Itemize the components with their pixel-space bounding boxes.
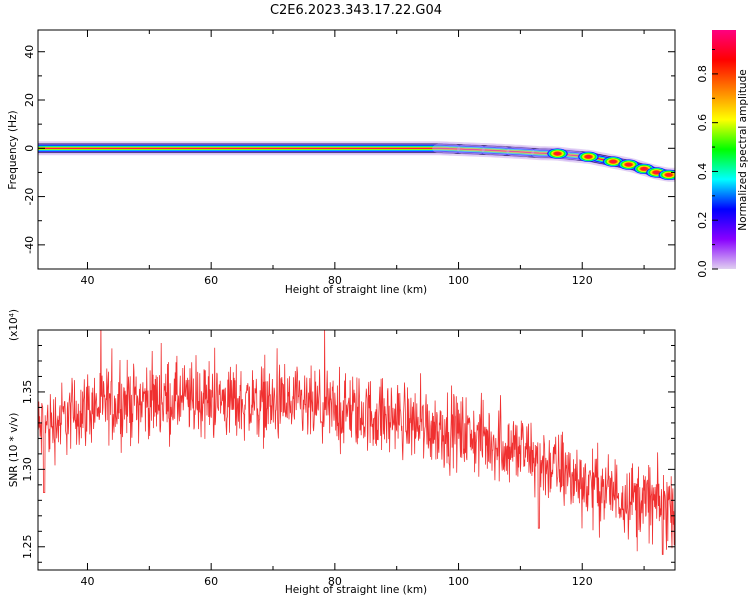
ridge-edge-upper bbox=[38, 143, 675, 171]
spread-smudge bbox=[506, 145, 535, 158]
spread-smudge bbox=[481, 144, 510, 157]
snr-frame bbox=[37, 329, 676, 571]
x-tick-label: 120 bbox=[572, 575, 593, 588]
x-tick-label: 60 bbox=[204, 575, 218, 588]
colorbar-tick-label: 0.6 bbox=[696, 114, 709, 131]
spectrogram-ylabel: Frequency (Hz) bbox=[7, 110, 19, 189]
colorbar-ticks: 0.0 0.2 0.4 0.6 0.8 bbox=[696, 49, 718, 278]
colorbar-bar bbox=[712, 30, 736, 269]
y-tick-label: 20 bbox=[23, 93, 36, 107]
x-tick-label: 120 bbox=[572, 274, 593, 287]
x-tick-label: 100 bbox=[448, 274, 469, 287]
spread-smudge bbox=[432, 142, 461, 155]
snr-ylabel: SNR (10 * v/v) bbox=[8, 413, 20, 488]
y-tick-label: 40 bbox=[23, 45, 36, 59]
snr-series-line bbox=[38, 330, 675, 555]
y-tick-label: 1.35 bbox=[21, 380, 34, 405]
colorbar-label: Normalized spectral amplitude bbox=[737, 69, 749, 230]
y-tick-label: -20 bbox=[23, 188, 36, 206]
x-tick-label: 60 bbox=[204, 274, 218, 287]
snr-ticks: 40 60 80 100 120 1.25 1.30 1.35 bbox=[21, 330, 675, 588]
spectrogram-frame bbox=[37, 29, 676, 270]
x-tick-label: 80 bbox=[328, 575, 342, 588]
spectral-blob bbox=[546, 148, 569, 160]
spread-smudge bbox=[456, 143, 485, 156]
ridge-core bbox=[38, 147, 675, 176]
spectrogram-xlabel: Height of straight line (km) bbox=[285, 284, 427, 296]
snr-scale-note: (x10⁴) bbox=[8, 309, 20, 341]
x-tick-label: 100 bbox=[448, 575, 469, 588]
colorbar: 0.0 0.2 0.4 0.6 0.8 Normalized spectral ampl… bbox=[696, 30, 749, 278]
snr-xlabel: Height of straight line (km) bbox=[285, 584, 427, 596]
x-tick-label: 40 bbox=[80, 274, 94, 287]
snr-area bbox=[38, 330, 675, 555]
spectrogram-ticks: 40 60 80 100 120 -40 -20 0 20 40 bbox=[23, 30, 675, 287]
y-tick-label: 1.30 bbox=[21, 457, 34, 482]
snr-chart: 40 60 80 100 120 1.25 1.30 1.35 Height of strai… bbox=[8, 309, 676, 596]
figure-title: C2E6.2023.343.17.22.G04 bbox=[270, 3, 442, 18]
colorbar-tick-label: 0.4 bbox=[696, 163, 709, 181]
x-tick-label: 40 bbox=[80, 575, 94, 588]
colorbar-tick-label: 0.2 bbox=[696, 211, 709, 229]
spectral-blob bbox=[657, 169, 675, 181]
colorbar-tick-label: 0.0 bbox=[696, 260, 709, 278]
colorbar-tick-label: 0.8 bbox=[696, 65, 709, 83]
y-tick-label: -40 bbox=[23, 236, 36, 254]
x-tick-label: 80 bbox=[328, 274, 342, 287]
y-tick-label: 1.25 bbox=[21, 535, 34, 560]
spectrogram-chart: 40 60 80 100 120 -40 -20 0 20 40 Height of straig… bbox=[7, 29, 676, 296]
ridge-edge-lower bbox=[38, 152, 675, 180]
y-tick-label: 0 bbox=[23, 145, 36, 152]
spectrogram-area bbox=[38, 141, 675, 182]
spectral-blob bbox=[577, 151, 600, 163]
